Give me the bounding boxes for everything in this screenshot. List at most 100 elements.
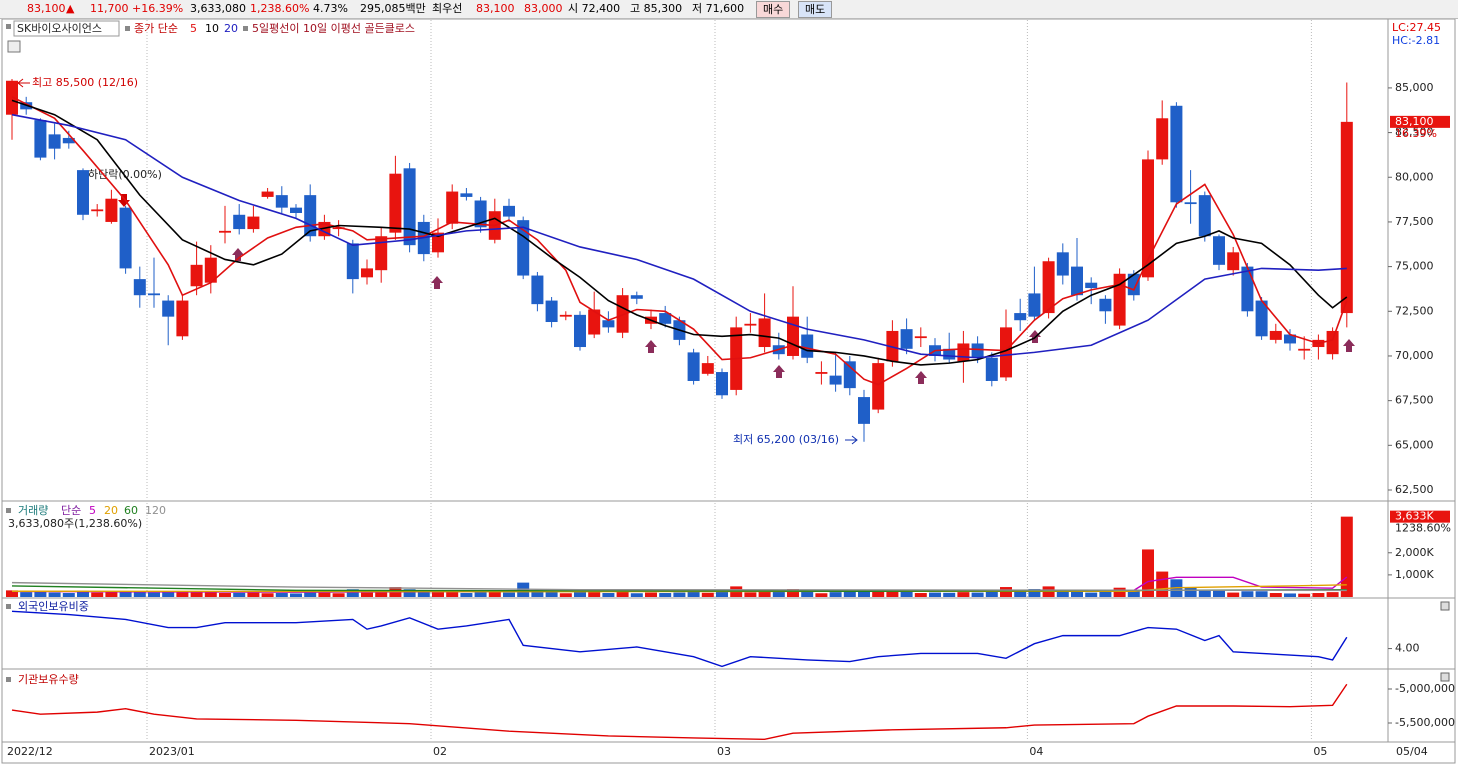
legend-item: 5 bbox=[89, 504, 96, 517]
candle-body bbox=[503, 205, 515, 217]
volume-bar bbox=[148, 592, 160, 597]
grid-icon[interactable] bbox=[7, 40, 21, 53]
lc: LC:27.45 bbox=[1392, 21, 1441, 34]
up-arrow bbox=[773, 365, 785, 378]
buy-button[interactable]: 매수 bbox=[756, 1, 791, 18]
volume-bar bbox=[1099, 591, 1112, 597]
volume-bar bbox=[1298, 593, 1311, 597]
candle-body bbox=[630, 295, 643, 299]
volume-bar bbox=[20, 592, 33, 597]
volume-bar bbox=[630, 593, 643, 597]
volume-title: 거래량 bbox=[18, 504, 48, 517]
candle-body bbox=[1028, 293, 1041, 317]
volume-bar bbox=[261, 593, 274, 597]
sell-button[interactable]: 매도 bbox=[798, 1, 833, 18]
volume-bar bbox=[957, 592, 970, 597]
volume-bar bbox=[446, 591, 459, 597]
volume-bar bbox=[62, 593, 75, 597]
volume-bar bbox=[574, 591, 586, 597]
volume-bar bbox=[559, 593, 572, 597]
candle-body bbox=[403, 168, 416, 246]
y-tick-label: 1,000K bbox=[1395, 568, 1434, 581]
volume-bar bbox=[772, 591, 785, 597]
volume-bar bbox=[403, 589, 416, 597]
up-arrow bbox=[232, 248, 244, 261]
candle-body bbox=[332, 227, 345, 230]
candle-body bbox=[716, 372, 728, 396]
candle-body bbox=[1213, 236, 1225, 265]
candle-body bbox=[176, 300, 189, 337]
candle-body bbox=[1269, 330, 1282, 340]
icon bbox=[6, 508, 11, 513]
candle-body bbox=[815, 372, 828, 374]
volume-bar bbox=[190, 591, 203, 597]
volume-bar bbox=[1198, 589, 1211, 597]
volume-bar bbox=[361, 592, 373, 597]
volume-bar bbox=[1000, 587, 1012, 597]
arrow bbox=[845, 435, 858, 445]
volume-bar bbox=[602, 593, 615, 597]
frame bbox=[1, 18, 1456, 764]
volume-bar bbox=[872, 590, 885, 597]
volume-bar bbox=[701, 592, 714, 597]
volume-bar bbox=[1284, 593, 1296, 597]
panel-button[interactable] bbox=[1440, 672, 1450, 682]
line bbox=[11, 683, 1348, 741]
candle-body bbox=[275, 195, 288, 208]
volume-bar bbox=[1312, 593, 1325, 597]
y-tick-label: 70,000 bbox=[1395, 349, 1434, 362]
candle-body bbox=[886, 330, 899, 362]
candle-body bbox=[460, 193, 473, 197]
last-change: 16.39% bbox=[1395, 127, 1437, 140]
line bbox=[11, 99, 1348, 366]
candle-body bbox=[1014, 313, 1027, 321]
volume-bar bbox=[6, 590, 18, 597]
volume-bar bbox=[304, 592, 317, 597]
candle-body bbox=[1298, 348, 1311, 351]
volume-bar bbox=[1071, 589, 1083, 597]
volume-bar bbox=[801, 591, 814, 597]
panel-button[interactable] bbox=[1440, 601, 1450, 611]
volume-bar bbox=[787, 589, 799, 597]
last-price-box bbox=[1390, 115, 1450, 128]
icon bbox=[6, 24, 11, 29]
volume-bar bbox=[815, 593, 828, 597]
last-price: 83,100 bbox=[1395, 115, 1434, 128]
y-tick-label: 65,000 bbox=[1395, 438, 1434, 451]
change-sign: ▲ bbox=[66, 2, 75, 15]
candle-body bbox=[1198, 195, 1211, 237]
legend-label: 단순 bbox=[61, 504, 81, 517]
volume-bar bbox=[318, 592, 331, 597]
candle-body bbox=[829, 375, 842, 385]
legend-item: 20 bbox=[224, 22, 238, 35]
volume-bar bbox=[645, 592, 657, 597]
line bbox=[11, 610, 1348, 668]
volume-bar bbox=[1028, 589, 1041, 597]
candle-body bbox=[602, 320, 615, 328]
volume-bar bbox=[460, 593, 473, 597]
volume-bar bbox=[275, 593, 288, 597]
current-date: 05/04 bbox=[1396, 745, 1428, 758]
y-tick-label: 67,500 bbox=[1395, 394, 1434, 407]
candle-body bbox=[659, 313, 672, 324]
volume-bar bbox=[758, 591, 771, 597]
volume-bar bbox=[332, 593, 345, 597]
volume-bar bbox=[1085, 592, 1098, 597]
volume-bar bbox=[829, 592, 842, 597]
legend-item: 5 bbox=[190, 22, 197, 35]
y-tick-label: 85,000 bbox=[1395, 81, 1434, 94]
candle-body bbox=[62, 137, 75, 144]
candle-body bbox=[559, 314, 572, 317]
candle-body bbox=[190, 264, 203, 287]
candle-body bbox=[687, 352, 700, 381]
candle-body bbox=[545, 300, 558, 323]
line bbox=[11, 113, 1347, 359]
volume-bar bbox=[1340, 516, 1353, 597]
volume-bar bbox=[1184, 587, 1197, 597]
volume-bar bbox=[545, 591, 558, 597]
volume-bar bbox=[1326, 592, 1339, 597]
hc: HC:-2.81 bbox=[1392, 34, 1440, 47]
volume-bar bbox=[105, 591, 118, 597]
line bbox=[11, 96, 1348, 386]
